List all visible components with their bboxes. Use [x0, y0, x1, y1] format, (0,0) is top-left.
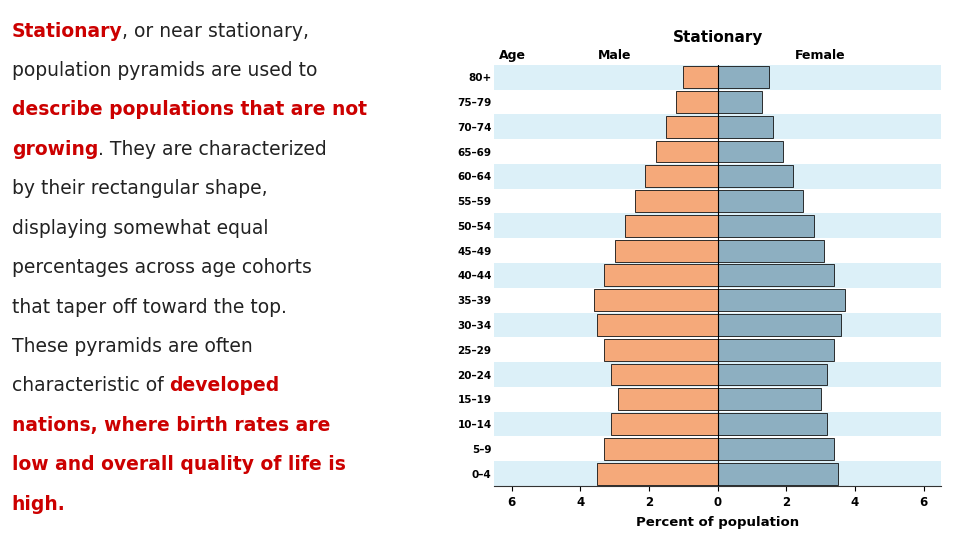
Bar [494, 90, 941, 114]
Text: Stationary: Stationary [12, 22, 122, 40]
Text: displaying somewhat equal: displaying somewhat equal [12, 219, 268, 238]
Bar [666, 116, 718, 138]
Bar [718, 215, 814, 237]
Bar [604, 339, 718, 361]
Text: . They are characterized: . They are characterized [98, 140, 326, 159]
Bar [677, 91, 718, 113]
Bar [494, 238, 941, 263]
Text: percentages across age cohorts: percentages across age cohorts [12, 258, 311, 277]
Bar [494, 436, 941, 461]
Text: that taper off toward the top.: that taper off toward the top. [12, 298, 286, 316]
Bar [494, 114, 941, 139]
Bar [718, 190, 804, 212]
Bar [718, 140, 782, 163]
Bar [612, 363, 718, 386]
Text: Male: Male [598, 49, 632, 62]
Text: These pyramids are often: These pyramids are often [12, 337, 252, 356]
Bar [494, 263, 941, 288]
Bar [494, 213, 941, 238]
Bar [684, 66, 718, 88]
Bar [718, 363, 828, 386]
Bar [494, 139, 941, 164]
Bar [494, 411, 941, 436]
Text: , or near stationary,: , or near stationary, [122, 22, 309, 40]
Text: high.: high. [12, 495, 65, 514]
Bar [656, 140, 718, 163]
Bar [604, 265, 718, 286]
Text: describe populations that are not: describe populations that are not [12, 100, 367, 119]
Bar [597, 314, 718, 336]
Text: nations, where birth rates are: nations, where birth rates are [12, 416, 330, 435]
Text: growing: growing [12, 140, 98, 159]
X-axis label: Percent of population: Percent of population [636, 516, 799, 529]
Bar [604, 438, 718, 460]
Bar [494, 313, 941, 338]
Text: population pyramids are used to: population pyramids are used to [12, 61, 317, 80]
Text: developed: developed [169, 376, 279, 395]
Bar [618, 388, 718, 410]
Bar [718, 413, 828, 435]
Bar [494, 188, 941, 213]
Bar [718, 438, 834, 460]
Bar [625, 215, 718, 237]
Bar [718, 91, 762, 113]
Bar [718, 265, 834, 286]
Bar [718, 116, 773, 138]
Bar [494, 362, 941, 387]
Bar [645, 165, 718, 187]
Bar [612, 413, 718, 435]
Bar [597, 463, 718, 484]
Text: Stationary: Stationary [673, 30, 763, 45]
Bar [494, 461, 941, 486]
Bar [718, 339, 834, 361]
Bar [494, 288, 941, 313]
Text: Female: Female [795, 49, 846, 62]
Text: Age: Age [499, 49, 526, 62]
Text: by their rectangular shape,: by their rectangular shape, [12, 179, 267, 198]
Text: low and overall quality of life is: low and overall quality of life is [12, 455, 346, 474]
Bar [718, 240, 824, 261]
Bar [718, 388, 821, 410]
Bar [594, 289, 718, 311]
Bar [494, 338, 941, 362]
Bar [718, 314, 841, 336]
Bar [718, 66, 769, 88]
Bar [718, 289, 845, 311]
Bar [494, 387, 941, 411]
Bar [494, 164, 941, 188]
Bar [614, 240, 718, 261]
Bar [718, 463, 838, 484]
Bar [494, 65, 941, 90]
Text: characteristic of: characteristic of [12, 376, 169, 395]
Bar [636, 190, 718, 212]
Bar [718, 165, 793, 187]
